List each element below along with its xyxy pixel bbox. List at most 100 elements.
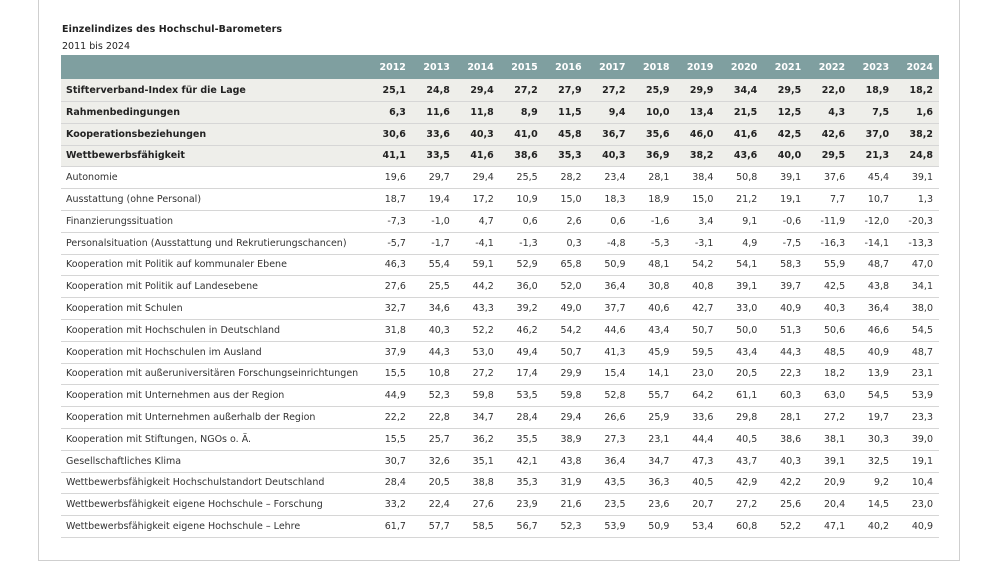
value-cell: 18,2	[895, 79, 939, 102]
value-cell: 34,1	[895, 275, 939, 299]
value-cell: 33,0	[719, 297, 764, 320]
row-label: Stifterverband-Index für die Lage	[61, 79, 368, 102]
value-cell: 39,2	[499, 297, 544, 320]
value-cell: 50,9	[631, 515, 676, 538]
value-cell: 21,2	[719, 188, 764, 211]
table-row: Kooperation mit Hochschulen im Ausland 37…	[61, 341, 939, 364]
value-cell: 59,8	[455, 384, 500, 408]
value-cell: 56,7	[499, 515, 544, 538]
value-cell: 37,9	[368, 341, 412, 364]
value-cell: 40,3	[763, 450, 808, 473]
table-row: Personalsituation (Ausstattung und Rekru…	[61, 232, 939, 255]
value-cell: -5,7	[368, 232, 412, 255]
value-cell: 40,3	[807, 297, 852, 320]
value-cell: -4,1	[455, 232, 500, 255]
value-cell: -14,1	[851, 232, 896, 255]
value-cell: 37,0	[851, 123, 896, 146]
value-cell: 42,1	[499, 450, 544, 473]
value-cell: 36,9	[631, 145, 676, 168]
value-cell: 30,6	[368, 123, 412, 146]
value-cell: 17,2	[455, 188, 500, 211]
value-cell: 43,7	[719, 450, 764, 473]
value-cell: 18,2	[807, 363, 852, 386]
value-cell: 21,6	[543, 493, 588, 517]
row-label: Wettbewerbsfähigkeit Hochschulstandort D…	[61, 472, 368, 495]
value-cell: 27,2	[499, 79, 544, 102]
row-label: Kooperation mit Politik auf kommunaler E…	[61, 254, 368, 277]
value-cell: 2,6	[543, 210, 588, 233]
value-cell: 14,5	[851, 493, 896, 517]
value-cell: 27,3	[587, 428, 632, 451]
table-subtitle: 2011 bis 2024	[62, 41, 131, 52]
value-cell: 39,7	[763, 275, 808, 299]
table-title: Einzelindizes des Hochschul-Barometers	[62, 24, 283, 35]
row-label: Wettbewerbsfähigkeit eigene Hochschule –…	[61, 515, 368, 538]
value-cell: 53,4	[675, 515, 720, 538]
value-cell: 23,1	[631, 428, 676, 451]
value-cell: 40,2	[851, 515, 896, 538]
value-cell: 1,6	[895, 101, 939, 124]
row-label: Kooperation mit Stiftungen, NGOs o. Ä.	[61, 428, 368, 451]
value-cell: -1,7	[411, 232, 456, 255]
value-cell: 15,0	[543, 188, 588, 211]
value-cell: 15,5	[368, 428, 412, 451]
value-cell: 46,6	[851, 319, 896, 342]
value-cell: 27,9	[543, 79, 588, 102]
table-row: Ausstattung (ohne Personal) 18,7 19,4 17,2 1…	[61, 188, 939, 211]
table-row: Kooperation mit Unternehmen außerhalb de…	[61, 406, 939, 429]
value-cell: 13,4	[675, 101, 720, 124]
value-cell: 25,9	[631, 79, 676, 102]
value-cell: 44,2	[455, 275, 500, 299]
value-cell: 4,9	[719, 232, 764, 255]
value-cell: 41,0	[499, 123, 544, 146]
value-cell: 64,2	[675, 384, 720, 408]
value-cell: 36,0	[499, 275, 544, 299]
value-cell: 3,4	[675, 210, 720, 233]
table-row: Gesellschaftliches Klima 30,7 32,6 35,1 42,1…	[61, 450, 939, 473]
row-label: Kooperation mit Schulen	[61, 297, 368, 320]
value-cell: 43,4	[631, 319, 676, 342]
value-cell: 21,5	[719, 101, 764, 124]
value-cell: 29,8	[719, 406, 764, 429]
value-cell: 29,5	[807, 145, 852, 168]
value-cell: 50,9	[587, 254, 632, 277]
value-cell: 22,0	[807, 79, 852, 102]
value-cell: 40,0	[763, 145, 808, 168]
value-cell: 45,8	[543, 123, 588, 146]
value-cell: 38,2	[895, 123, 939, 146]
value-cell: -20,3	[895, 210, 939, 233]
value-cell: 60,3	[763, 384, 808, 408]
value-cell: 33,5	[411, 145, 456, 168]
value-cell: 7,5	[851, 101, 896, 124]
row-label: Rahmenbedingungen	[61, 101, 368, 124]
value-cell: 36,2	[455, 428, 500, 451]
value-cell: 52,2	[763, 515, 808, 538]
table-row: Finanzierungssituation -7,3 -1,0 4,7 0,6 2,6 0…	[61, 210, 939, 233]
value-cell: 40,9	[763, 297, 808, 320]
value-cell: 59,1	[455, 254, 500, 277]
value-cell: 45,4	[851, 166, 896, 190]
value-cell: 20,5	[411, 472, 456, 495]
value-cell: 59,5	[675, 341, 720, 364]
value-cell: 40,9	[895, 515, 939, 538]
table-row: Kooperation mit Hochschulen in Deutschla…	[61, 319, 939, 342]
value-cell: -5,3	[631, 232, 676, 255]
value-cell: 22,8	[411, 406, 456, 429]
table-row: Wettbewerbsfähigkeit Hochschulstandort D…	[61, 472, 939, 495]
value-cell: 20,4	[807, 493, 852, 517]
value-cell: 15,0	[675, 188, 720, 211]
table-row: Kooperation mit Politik auf Landesebene 2…	[61, 275, 939, 299]
value-cell: 52,2	[455, 319, 500, 342]
value-cell: 28,2	[543, 166, 588, 190]
value-cell: 29,4	[455, 79, 500, 102]
value-cell: 55,7	[631, 384, 676, 408]
row-label: Kooperation mit Politik auf Landesebene	[61, 275, 368, 299]
value-cell: 29,4	[455, 166, 500, 190]
value-cell: 11,6	[411, 101, 456, 124]
value-cell: 18,7	[368, 188, 412, 211]
value-cell: 47,1	[807, 515, 852, 538]
value-cell: 36,7	[587, 123, 632, 146]
value-cell: 27,6	[368, 275, 412, 299]
value-cell: 38,0	[895, 297, 939, 320]
value-cell: 41,3	[587, 341, 632, 364]
